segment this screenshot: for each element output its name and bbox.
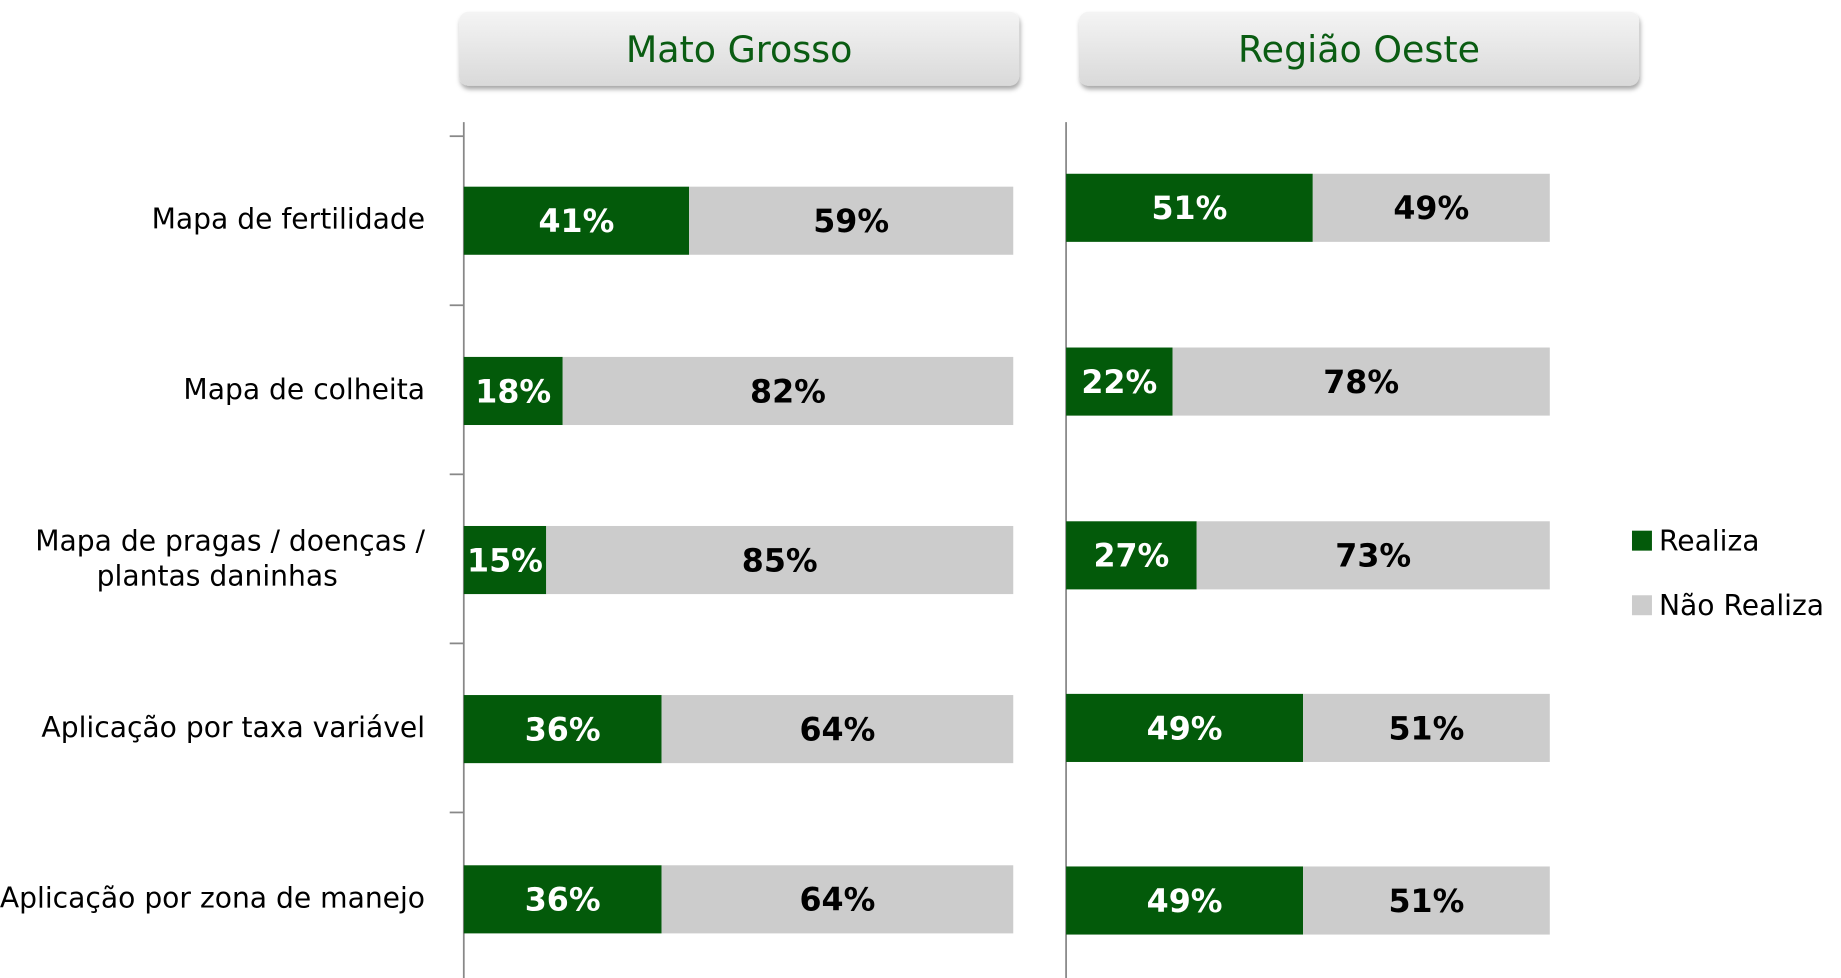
value-label: 49% (1147, 711, 1223, 747)
value-label: 64% (799, 883, 875, 919)
category-label: Aplicação por zona de manejo (0, 881, 425, 914)
bar-segment (463, 356, 563, 426)
value-label: 18% (475, 374, 551, 410)
bar-segment (562, 356, 1014, 426)
bar-segment (1066, 521, 1197, 590)
chart-title: Mato Grosso (626, 28, 853, 71)
bar-segment (546, 525, 1014, 595)
bar-segment (1066, 866, 1304, 935)
value-label: 15% (467, 543, 543, 579)
value-label: 82% (750, 374, 826, 410)
bar-segment (661, 695, 1014, 764)
value-label: 36% (525, 712, 601, 748)
bar-segment (463, 525, 547, 595)
value-label: 41% (538, 204, 614, 240)
value-label: 49% (1393, 191, 1469, 227)
category-label: Mapa de colheita (183, 373, 425, 406)
value-label: 36% (525, 883, 601, 919)
chart-title: Região Oeste (1238, 28, 1480, 71)
value-label: 85% (742, 543, 818, 579)
bar-segment (1196, 521, 1550, 590)
value-label: 51% (1152, 191, 1228, 227)
category-label: Mapa de pragas / doenças / plantas daninh… (35, 524, 425, 592)
legend-label: Não Realiza (1659, 589, 1824, 622)
header-box (1078, 11, 1640, 86)
bar-segment (1303, 693, 1550, 762)
value-label: 78% (1323, 365, 1399, 401)
value-label: 51% (1389, 711, 1465, 747)
bar-segment (1066, 347, 1173, 416)
value-label: 59% (813, 204, 889, 240)
bar-segment (1066, 693, 1304, 762)
legend-label: Realiza (1659, 524, 1760, 557)
bar-segment (463, 186, 690, 255)
category-label: Mapa de fertilidade (152, 203, 425, 236)
bar-segment (1172, 347, 1550, 416)
value-label: 49% (1147, 884, 1223, 920)
bar-segment (1066, 173, 1313, 242)
bar-segment (463, 865, 662, 934)
header-box (459, 11, 1020, 86)
value-label: 22% (1081, 365, 1157, 401)
bar-segment (463, 695, 662, 764)
value-label: 27% (1093, 539, 1169, 575)
value-label: 73% (1335, 539, 1411, 575)
bar-segment (1303, 866, 1550, 935)
bar-segment (689, 186, 1014, 255)
legend-swatch (1631, 595, 1652, 616)
category-label: Aplicação por taxa variável (41, 711, 425, 744)
bar-segment (1312, 173, 1550, 242)
bar-segment (661, 865, 1014, 934)
value-label: 64% (799, 712, 875, 748)
value-label: 51% (1389, 884, 1465, 920)
legend-swatch (1631, 530, 1652, 551)
